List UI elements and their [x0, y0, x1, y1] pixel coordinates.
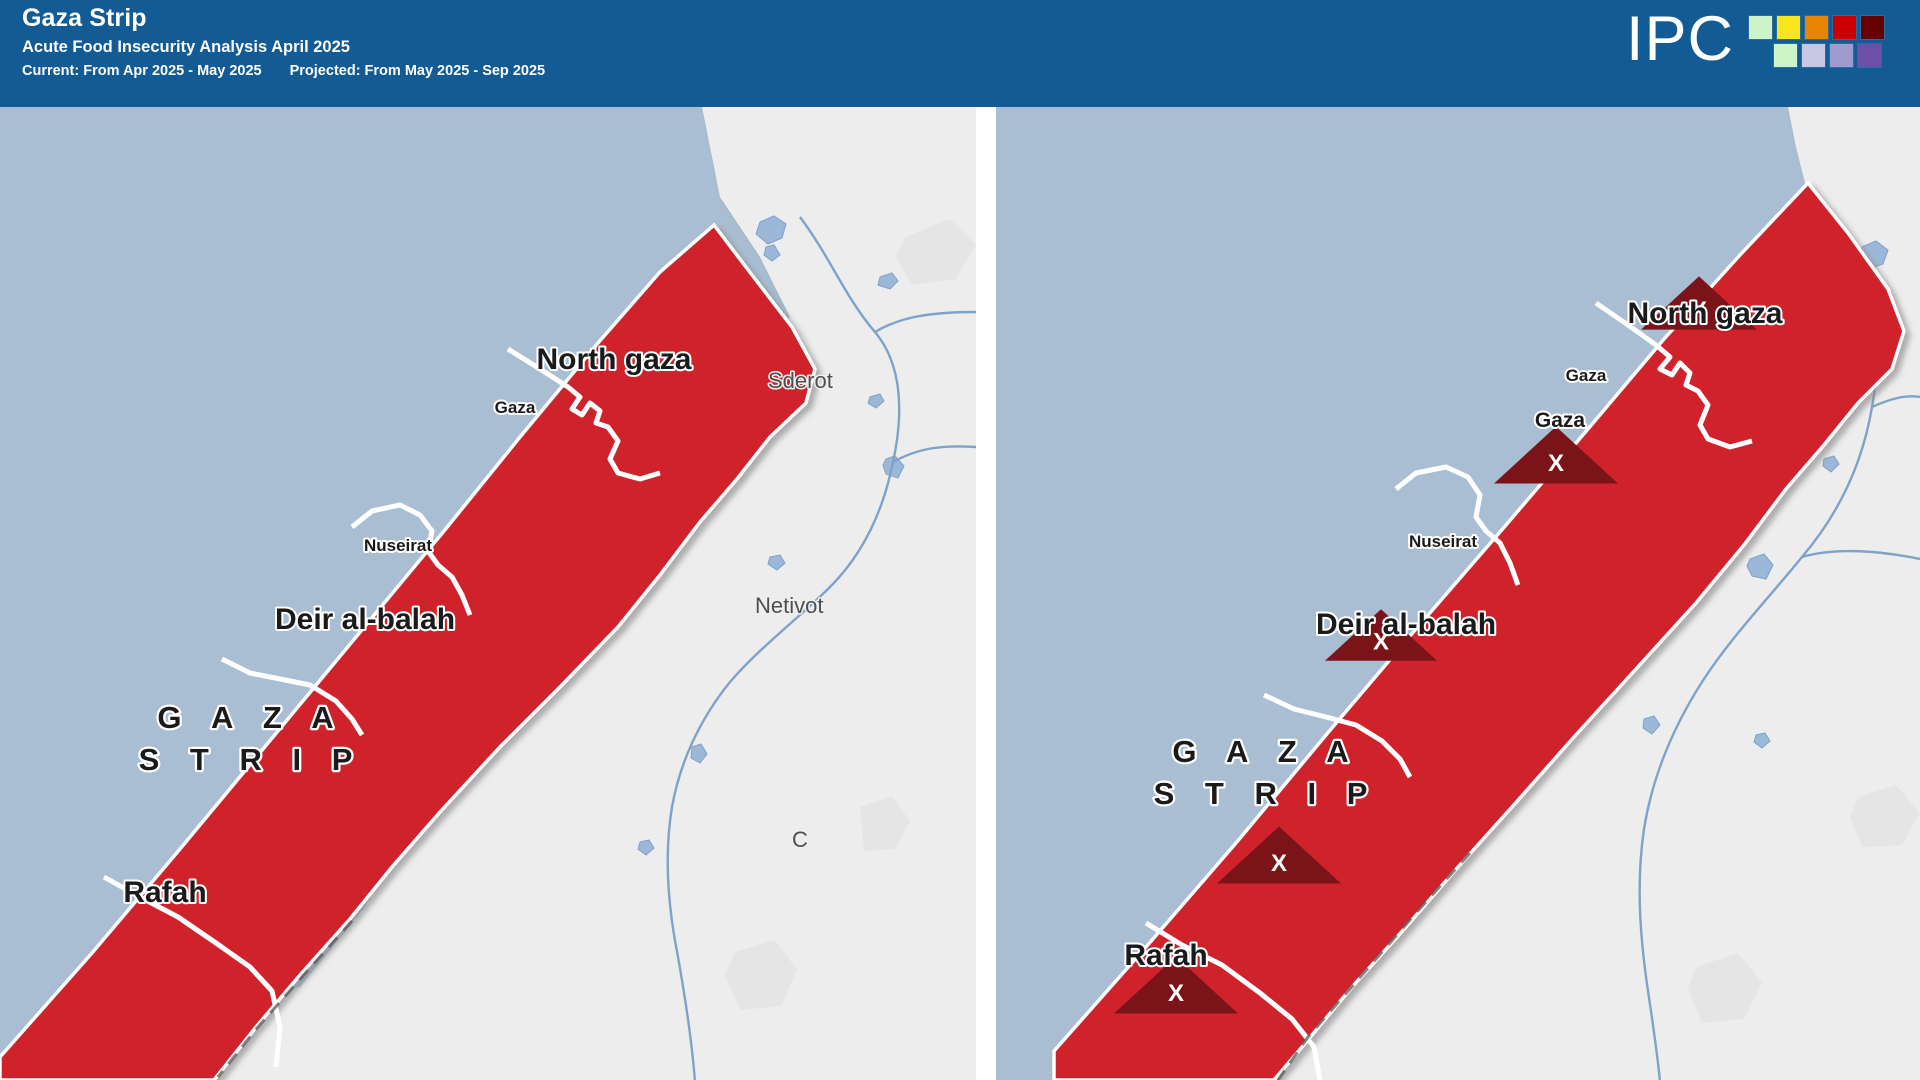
- famine-risk-marker-gaza[interactable]: X: [1494, 426, 1618, 484]
- country-label-line1: G A Z A: [1172, 734, 1359, 769]
- ipc-swatch-bottom-2: [1801, 43, 1826, 68]
- governorate-label-rafah: Rafah: [1124, 939, 1207, 972]
- current-map-panel[interactable]: North gaza Gaza Nuseirat Deir al-balah Rafah…: [0, 107, 976, 1080]
- ipc-swatch-bottom-1: [1773, 43, 1798, 68]
- terrain-patches: [1688, 785, 1920, 1023]
- analysis-periods: Current: From Apr 2025 - May 2025 Projec…: [22, 62, 545, 81]
- page-header: Gaza Strip Acute Food Insecurity Analysi…: [0, 0, 1920, 107]
- governorate-label-gaza: Gaza: [1566, 366, 1607, 385]
- projected-panel-labels: North gaza Gaza Gaza Nuseirat Deir al-balah R…: [1122, 295, 1784, 974]
- governorate-label-gaza: Gaza: [495, 398, 536, 417]
- gaza-strip-phase-polygon[interactable]: [0, 222, 817, 1080]
- ipc-swatch-top-2: [1776, 15, 1801, 40]
- governorate-label-rafah: Rafah: [123, 876, 206, 909]
- header-text-block: Gaza Strip Acute Food Insecurity Analysi…: [22, 3, 545, 81]
- governorate-label-north-gaza: North gaza: [536, 343, 691, 376]
- projected-period-label: Projected: From May 2025 - Sep 2025: [289, 63, 546, 79]
- city-label-c: C: [792, 827, 808, 852]
- ipc-swatch-top-1: [1748, 15, 1773, 40]
- famine-marker-x-symbol: X: [1271, 850, 1287, 877]
- river-line: [666, 216, 976, 1080]
- famine-risk-markers[interactable]: X X X X X: [1114, 276, 1757, 1014]
- famine-marker-x-symbol: X: [1168, 980, 1184, 1007]
- page-subtitle: Acute Food Insecurity Analysis April 202…: [22, 38, 350, 56]
- country-label-line1: G A Z A: [157, 700, 344, 735]
- current-period-label: Current: From Apr 2025 - May 2025: [22, 63, 262, 79]
- country-label-line2: S T R I P: [1154, 776, 1379, 811]
- ipc-logo: IPC: [1626, 8, 1888, 71]
- famine-marker-triangle: [1325, 609, 1437, 661]
- ipc-phase-swatch-grid: [1748, 15, 1888, 68]
- city-label-netivot: Netivot: [755, 593, 823, 618]
- current-map-svg[interactable]: North gaza Gaza Nuseirat Deir al-balah Rafah…: [0, 107, 976, 1080]
- famine-risk-marker-gaza-strip[interactable]: X: [1217, 826, 1341, 884]
- ipc-swatch-row-top: [1748, 15, 1888, 40]
- governorate-label-north-gaza: North gaza: [1627, 297, 1782, 330]
- famine-risk-marker-north-gaza[interactable]: X: [1641, 276, 1757, 330]
- ipc-swatch-bottom-3: [1829, 43, 1854, 68]
- water-bodies: [637, 215, 905, 856]
- armistice-dashed-line: [1276, 851, 1472, 1080]
- famine-marker-triangle: [1641, 276, 1757, 330]
- city-label-sderot: Sderot: [768, 368, 833, 393]
- famine-marker-x-symbol: X: [1691, 297, 1707, 324]
- ipc-swatch-top-4: [1832, 15, 1857, 40]
- governorate-label-gaza: Gaza: [1535, 409, 1586, 432]
- famine-marker-triangle: [1494, 426, 1618, 484]
- governorate-label-deir-al-balah: Deir al-balah: [275, 603, 455, 636]
- terrain-patches: [725, 219, 976, 1010]
- governorate-label-nuseirat: Nuseirat: [364, 536, 432, 555]
- current-panel-labels: North gaza Gaza Nuseirat Deir al-balah Rafah: [121, 341, 693, 911]
- famine-marker-triangle: [1217, 826, 1341, 884]
- ipc-swatch-row-bottom: [1773, 43, 1888, 68]
- famine-marker-x-symbol: X: [1548, 450, 1564, 477]
- projected-map-svg[interactable]: X X X X X North gaza Gaza Gaza Nuseirat Deir al-…: [996, 107, 1920, 1080]
- map-area: North gaza Gaza Nuseirat Deir al-balah Rafah…: [0, 107, 1920, 1080]
- land-mass: [1211, 107, 1920, 1080]
- ipc-wordmark: IPC: [1625, 4, 1734, 74]
- famine-risk-marker-deir-al-balah[interactable]: X: [1325, 609, 1437, 661]
- page-title: Gaza Strip: [22, 4, 147, 32]
- current-panel-city-labels: Sderot Netivot C: [754, 367, 835, 854]
- governorate-label-deir-al-balah: Deir al-balah: [1316, 608, 1496, 641]
- ipc-swatch-top-3: [1804, 15, 1829, 40]
- governorate-boundaries: [1144, 300, 1753, 1080]
- governorate-label-nuseirat: Nuseirat: [1409, 532, 1477, 551]
- river-line: [1638, 256, 1920, 1080]
- country-label-line2: S T R I P: [139, 742, 364, 777]
- ipc-swatch-bottom-4: [1857, 43, 1882, 68]
- famine-risk-marker-rafah[interactable]: X: [1114, 956, 1238, 1014]
- famine-marker-x-symbol: X: [1373, 628, 1389, 655]
- ipc-swatch-top-5: [1860, 15, 1885, 40]
- projected-map-panel[interactable]: X X X X X North gaza Gaza Gaza Nuseirat Deir al-…: [996, 107, 1920, 1080]
- famine-marker-triangle: [1114, 956, 1238, 1014]
- governorate-boundaries: [102, 346, 661, 1068]
